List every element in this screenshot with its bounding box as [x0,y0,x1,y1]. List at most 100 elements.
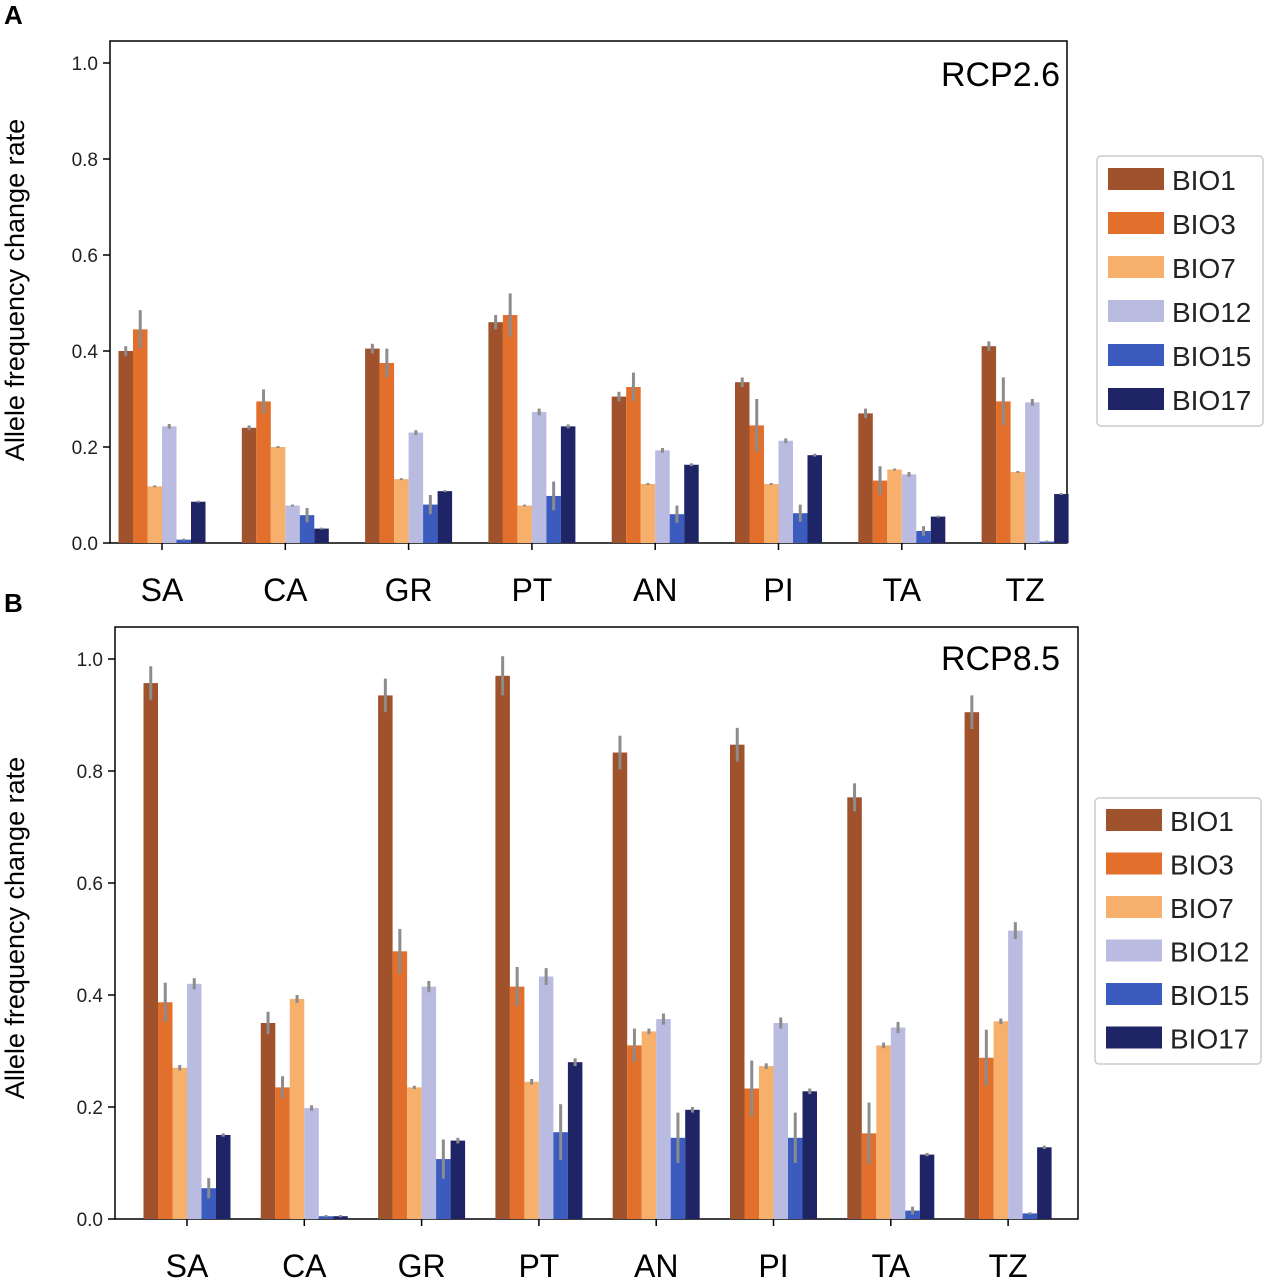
bar-sa-bio7 [172,1067,187,1219]
bar-sa-bio17 [191,501,206,543]
legend-label-bio1: BIO1 [1170,806,1234,837]
bar-ca-bio7 [270,447,286,543]
panel-letter-a: A [4,0,23,30]
bar-ta-bio1 [858,413,873,543]
legend-label-bio17: BIO17 [1170,1024,1249,1055]
bar-sa-bio12 [162,426,177,543]
bar-ta-bio12 [901,474,917,543]
bar-sa-bio3 [133,329,148,543]
bar-ta-bio7 [887,469,902,543]
bar-ta-bio17 [919,1154,935,1219]
legend-swatch-bio7 [1108,256,1164,278]
bar-an-bio3 [626,387,641,543]
bar-pt-bio17 [567,1062,583,1219]
bar-tz-bio3 [979,1057,994,1219]
bar-pt-bio1 [495,675,510,1219]
y-axis-label: Allele frequency change rate [0,757,30,1099]
bar-pt-bio3 [509,986,525,1219]
y-tick-label: 1.0 [77,650,103,671]
bar-sa-bio17 [216,1135,231,1219]
x-tick-label-pi: PI [758,1248,788,1284]
bar-an-bio17 [684,464,699,543]
bar-pi-bio3 [744,1088,759,1219]
bar-sa-bio12 [187,983,202,1219]
legend-swatch-bio15 [1106,983,1162,1005]
bar-an-bio12 [656,1019,671,1219]
bar-pi-bio15 [793,513,808,543]
bar-tz-bio12 [1008,930,1023,1219]
y-axis-label: Allele frequency change rate [0,119,30,461]
bar-pi-bio1 [730,744,745,1219]
legend-swatch-bio1 [1106,809,1162,831]
x-tick-label-gr: GR [385,572,433,608]
x-axis-ticks: SA CA GR PT AN PI TA TZ [141,543,1045,608]
y-tick-label: 0.2 [72,438,98,459]
x-tick-label-sa: SA [141,572,184,608]
y-tick-label: 0.2 [77,1098,103,1119]
bar-pt-bio1 [488,322,503,543]
bar-ca-bio3 [256,401,271,543]
bar-ca-bio1 [260,1023,276,1219]
bar-ta-bio15 [916,531,931,543]
bar-pt-bio15 [553,1132,568,1219]
x-tick-label-tz: TZ [1006,572,1045,608]
legend-label-bio15: BIO15 [1170,980,1249,1011]
bar-pt-bio3 [502,315,518,543]
bar-gr-bio17 [437,491,453,543]
bar-an-bio7 [641,1031,657,1219]
bar-ca-bio12 [304,1108,319,1219]
bar-sa-bio7 [147,486,162,543]
legend-label-bio17: BIO17 [1172,385,1251,416]
bars-group [143,656,1052,1219]
legend-swatch-bio7 [1106,896,1162,918]
bar-sa-bio1 [143,683,158,1219]
legend-label-bio3: BIO3 [1172,209,1236,240]
chart-title: RCP8.5 [941,640,1060,678]
bar-tz-bio7 [1010,471,1026,543]
bar-ca-bio17 [333,1216,348,1219]
bar-pi-bio17 [802,1091,817,1219]
bar-gr-bio12 [421,986,437,1219]
bar-pi-bio17 [807,455,822,543]
bar-ca-bio3 [275,1087,290,1219]
y-tick-label: 0.4 [77,986,104,1007]
bar-an-bio15 [670,1137,686,1219]
legend-label-bio1: BIO1 [1172,165,1236,196]
bar-an-bio12 [655,450,670,543]
legend-swatch-bio17 [1108,388,1164,410]
legend-label-bio15: BIO15 [1172,341,1251,372]
bar-gr-bio17 [450,1140,466,1219]
y-tick-label: 1.0 [72,54,98,75]
x-tick-label-pi: PI [763,572,793,608]
legend-label-bio7: BIO7 [1170,893,1234,924]
bar-ta-bio3 [872,480,888,543]
chart-title: RCP2.6 [941,56,1060,94]
legend-swatch-bio12 [1108,300,1164,322]
x-tick-label-ca: CA [282,1248,327,1284]
bar-tz-bio1 [964,712,980,1219]
bar-pi-bio12 [773,1023,788,1219]
bar-ca-bio1 [241,427,257,543]
legend: BIO1 BIO3 BIO7 BIO12 BIO15 BIO17 [1096,155,1264,427]
x-tick-label-ca: CA [263,572,308,608]
legend-swatch-bio3 [1108,212,1164,234]
bar-ca-bio15 [318,1216,334,1219]
bar-an-bio3 [627,1045,642,1219]
bar-an-bio1 [612,752,628,1219]
bar-ta-bio3 [861,1133,877,1219]
bar-gr-bio3 [392,951,408,1219]
bar-tz-bio17 [1054,494,1069,543]
y-tick-label: 0.6 [72,246,98,267]
x-tick-label-ta: TA [872,1248,911,1284]
legend-label-bio7: BIO7 [1172,253,1236,284]
legend-label-bio3: BIO3 [1170,850,1234,881]
bar-gr-bio7 [394,479,409,543]
bar-ta-bio15 [905,1210,920,1219]
bar-an-bio17 [685,1109,700,1219]
y-tick-label: 0.0 [77,1210,103,1231]
plot-area [114,626,1079,1220]
x-tick-label-pt: PT [518,1248,559,1284]
bar-tz-bio12 [1025,402,1040,543]
x-tick-label-tz: TZ [989,1248,1028,1284]
y-axis-ticks: 0.0 0.2 0.4 0.6 0.8 1.0 [77,650,115,1231]
